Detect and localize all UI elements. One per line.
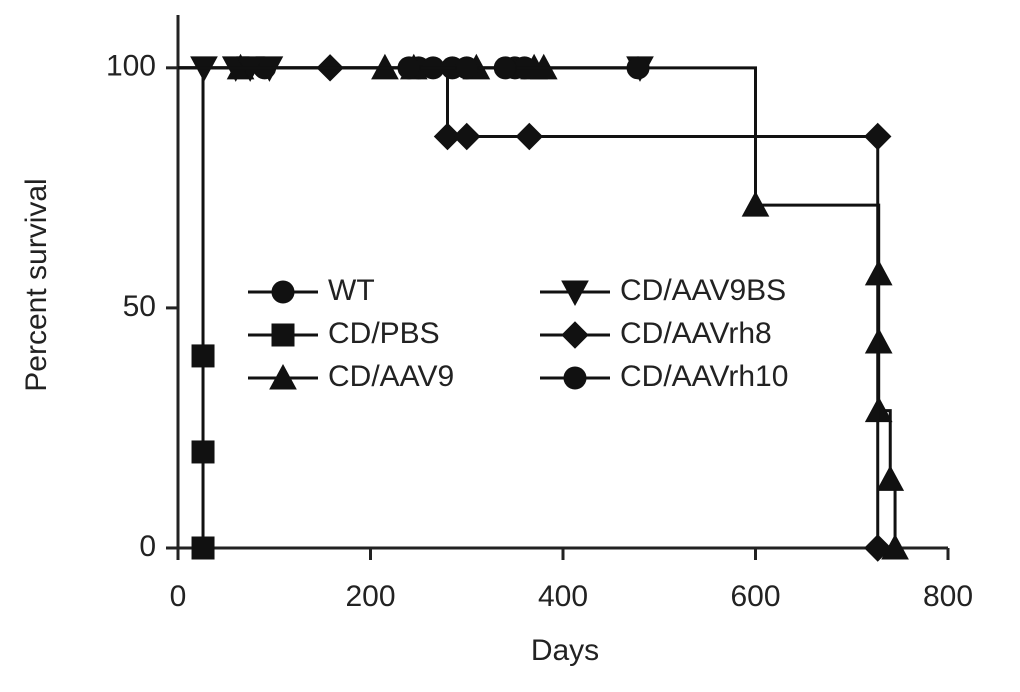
legend-marker [269, 363, 297, 390]
x-tick-label: 200 [345, 580, 395, 613]
legend-label: CD/PBS [328, 317, 440, 350]
marker [455, 56, 479, 80]
x-tick-label: 0 [170, 580, 187, 613]
y-tick-label: 100 [106, 50, 156, 83]
x-tick-label: 600 [730, 580, 780, 613]
legend-marker [561, 280, 589, 307]
marker [626, 56, 650, 80]
x-tick-label: 400 [538, 580, 588, 613]
marker [864, 122, 892, 151]
marker [191, 344, 215, 368]
marker [515, 122, 544, 151]
legend-marker [561, 321, 589, 349]
legend-marker [271, 323, 295, 347]
y-tick-label: 50 [123, 290, 156, 323]
legend-label: CD/AAVrh8 [620, 317, 772, 350]
x-axis-label: Days [531, 634, 599, 667]
marker [453, 122, 481, 151]
legend-marker [563, 366, 587, 390]
marker [191, 536, 215, 560]
legend-label: CD/AAV9BS [620, 274, 786, 307]
marker [741, 191, 770, 217]
legend-label: CD/AAV9 [328, 360, 454, 393]
series-line [178, 66, 205, 548]
legend-label: CD/AAVrh10 [620, 360, 788, 393]
legend-label: WT [328, 274, 375, 307]
marker [864, 534, 892, 562]
x-tick-label: 800 [923, 580, 973, 613]
marker [493, 56, 517, 80]
y-axis-label: Percent survival [20, 178, 53, 391]
marker [876, 465, 905, 491]
y-tick-label: 0 [139, 530, 156, 563]
marker [397, 56, 421, 80]
marker [191, 440, 215, 464]
legend-marker [271, 280, 295, 304]
marker [433, 122, 462, 151]
